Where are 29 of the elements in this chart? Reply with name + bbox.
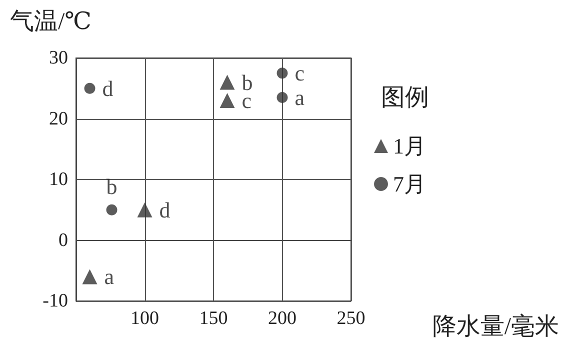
point: [84, 82, 96, 94]
legend-label: 7月: [393, 172, 426, 196]
y-tick-label: 10: [49, 169, 68, 190]
point: [220, 74, 235, 90]
x-tick-label: 100: [130, 308, 159, 329]
point: [106, 204, 118, 216]
data-label: a: [294, 84, 305, 110]
data-label: d: [159, 197, 170, 222]
point: [82, 269, 98, 284]
data-label: d: [102, 76, 114, 101]
data-label: a: [104, 264, 114, 290]
data-label: c: [294, 60, 305, 86]
point: [276, 92, 288, 103]
y-tick-label: 0: [58, 230, 68, 251]
x-tick-label: 150: [199, 308, 228, 329]
point: [276, 68, 288, 79]
y-tick-label: 30: [49, 48, 68, 68]
y-tick-label: -10: [42, 290, 68, 312]
x-tick-label: 200: [268, 308, 296, 329]
point: [137, 202, 152, 218]
y-axis-title: 气温/℃: [10, 9, 92, 35]
data-label: b: [106, 174, 118, 199]
x-tick-label: 250: [336, 308, 366, 329]
x-axis-title: 降水量/毫米: [432, 313, 560, 340]
legend-title: 图例: [381, 85, 429, 111]
y-tick-label: 20: [49, 108, 68, 130]
data-label: b: [242, 70, 253, 95]
legend-label: 1月: [393, 134, 426, 158]
point: [220, 93, 235, 108]
